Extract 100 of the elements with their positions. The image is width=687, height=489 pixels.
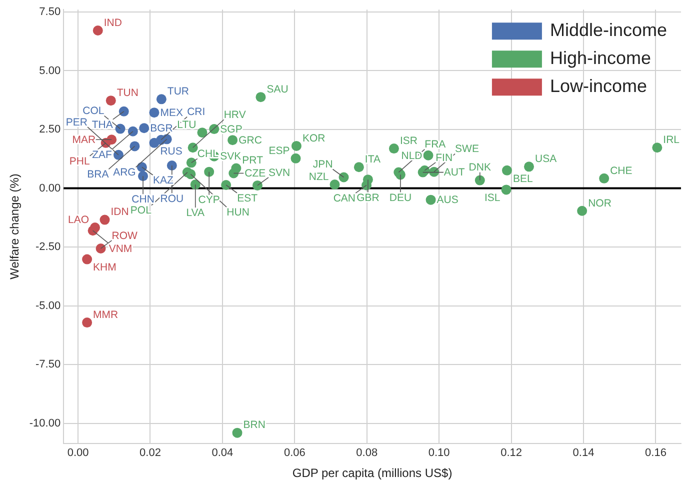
y-tick-label: 2.50 <box>39 124 61 136</box>
annotation: LVA <box>186 206 205 219</box>
point <box>501 184 512 195</box>
point <box>524 162 534 172</box>
point <box>88 226 98 236</box>
y-tick-label: -5.00 <box>36 300 61 312</box>
y-tick-label: 5.00 <box>39 64 61 77</box>
x-tick-label: 0.14 <box>572 447 594 460</box>
point <box>330 180 340 190</box>
annotation: TUN <box>116 86 138 99</box>
annotation: ESP <box>268 144 290 157</box>
annotation: TUR <box>167 86 190 98</box>
annotation: AUT <box>444 166 466 179</box>
annotation: EST <box>237 192 258 204</box>
point <box>82 318 92 328</box>
point <box>256 92 266 102</box>
annotation: CHN <box>132 193 154 206</box>
annotation: ROU <box>160 192 184 205</box>
point <box>652 142 662 153</box>
x-tick-label: 0.12 <box>500 447 522 460</box>
point <box>291 140 302 151</box>
annotation: CZE <box>244 168 266 180</box>
annotation: BRA <box>87 168 109 181</box>
annotation: HUN <box>226 206 250 219</box>
y-tick-label: 7.50 <box>39 6 61 18</box>
annotation: MAR <box>72 134 96 146</box>
point <box>92 26 103 36</box>
annotation: VNM <box>108 243 132 256</box>
annotation: PRT <box>242 154 264 167</box>
annotation: BEL <box>512 172 533 185</box>
annotation: MMR <box>93 308 119 321</box>
annotation: PER <box>66 116 88 128</box>
y-tick-label: 0.00 <box>39 182 61 194</box>
annotation: NZL <box>308 170 329 183</box>
x-tick-label: 0.10 <box>428 447 450 460</box>
point <box>599 173 610 184</box>
annotation: CAN <box>333 192 356 205</box>
point <box>204 166 214 177</box>
annotation: ARG <box>113 166 136 179</box>
annotation: DEU <box>389 192 412 204</box>
point <box>149 108 160 118</box>
point <box>221 180 232 190</box>
point <box>232 428 242 438</box>
point <box>100 214 110 225</box>
x-axis-title: GDP per capita (millions US$) <box>292 466 452 480</box>
annotation: BRN <box>243 419 266 432</box>
annotation: ISL <box>484 192 500 204</box>
annotation: KHM <box>93 262 116 274</box>
annotation: SGP <box>220 123 242 136</box>
annotation: IRL <box>663 134 680 146</box>
point <box>118 106 129 116</box>
annotation: MEX <box>160 106 183 119</box>
annotation: ISR <box>400 134 418 147</box>
annotation: THA <box>92 118 113 131</box>
annotation: CYP <box>198 194 220 206</box>
point <box>128 126 138 136</box>
annotation: RUS <box>160 145 182 158</box>
point <box>82 254 92 264</box>
point <box>139 123 150 134</box>
annotation: GBR <box>356 192 380 204</box>
point <box>502 165 512 176</box>
point <box>186 169 196 180</box>
x-tick-label: 0.06 <box>284 447 306 460</box>
point <box>474 175 485 186</box>
annotation: CRI <box>187 106 206 118</box>
annotation: JPN <box>312 158 333 171</box>
point <box>338 172 349 182</box>
annotation: ZAF <box>92 148 112 161</box>
annotation: LAO <box>68 214 90 226</box>
annotation: SAU <box>266 83 288 96</box>
point <box>138 171 148 182</box>
point <box>388 144 399 154</box>
point <box>106 96 116 106</box>
x-tick-label: 0.08 <box>356 447 378 460</box>
annotation: HRV <box>224 109 246 122</box>
x-tick-label: 0.00 <box>67 447 89 460</box>
annotation: POL <box>130 204 152 217</box>
annotation: KOR <box>302 132 326 144</box>
point <box>228 168 239 178</box>
point <box>130 141 140 152</box>
point <box>354 162 364 172</box>
annotation: SVN <box>268 166 290 179</box>
legend-label: High-income <box>550 48 652 68</box>
point <box>197 128 208 138</box>
annotation: IDN <box>110 206 129 218</box>
point <box>96 243 106 254</box>
point <box>186 158 196 168</box>
annotation: BGR <box>150 122 174 134</box>
y-tick-label: -7.50 <box>36 358 61 371</box>
annotation: USA <box>534 153 557 166</box>
annotation: ROW <box>112 230 138 242</box>
annotation: CHE <box>610 164 632 177</box>
point <box>252 180 262 190</box>
x-tick-label: 0.04 <box>212 447 234 460</box>
point <box>228 135 238 146</box>
point <box>156 94 166 104</box>
annotation: COL <box>82 105 104 118</box>
point <box>188 142 198 153</box>
annotation: SVK <box>220 150 242 163</box>
annotation: PHL <box>69 155 90 168</box>
